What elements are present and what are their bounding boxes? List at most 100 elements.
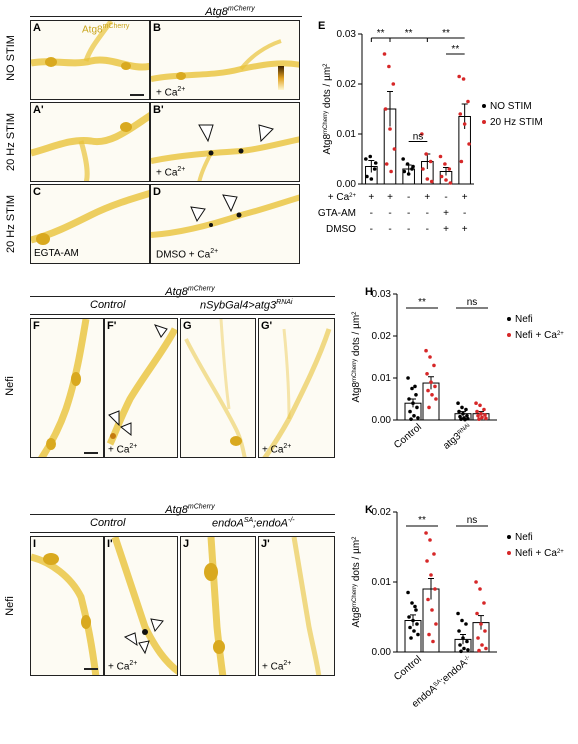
condition-value: + [387,192,393,203]
micrograph-panel-a [30,20,150,100]
data-point [372,167,377,171]
data-point [430,608,434,612]
panel-b-note: + Ca2+ [156,86,186,99]
condition-value: + [462,224,468,235]
data-point [461,411,465,416]
scale-bar-a [130,94,144,96]
data-point [429,179,434,184]
neuron-image-j [204,537,227,675]
y-axis-label-sup: 2 [352,536,358,540]
data-point [420,132,424,136]
data-point [410,601,414,605]
data-point [407,397,411,401]
neuron-image-a-prime [31,112,149,181]
micrograph-panel-f [30,318,104,458]
panel-d-label: D [153,186,161,198]
legend-label-part: Nefi [515,532,533,543]
data-point [463,417,467,422]
row-label-20hz-stim-2: 20 Hz STIM [5,194,17,254]
data-point [444,178,448,182]
neuron-image-i [31,553,100,675]
section1-header-line [30,16,302,17]
data-point [483,629,487,633]
category-label: atg3RNAi [441,422,474,452]
data-point [464,622,468,626]
y-axis-label-sup: 2 [323,63,329,67]
data-point [431,639,435,644]
arrowhead-icon [190,206,206,223]
data-point [428,159,433,164]
micrograph-panel-b [150,20,300,100]
y-tick-label: 0.01 [372,373,392,384]
micrograph-panel-a-prime [30,102,150,182]
section3-row-label: Nefi [4,596,16,616]
legend-label: Nefi + Ca2+ [515,330,564,341]
data-point [480,643,484,647]
data-point [483,413,487,417]
data-point [365,174,369,179]
neuron-image-f [38,319,90,457]
panel-g-prime-note: + Ca2+ [262,443,292,456]
arrowhead-icon [120,422,132,437]
y-axis-label: Atg8mCherry dots / µm2 [322,63,333,155]
arrowhead-icon [150,618,164,633]
condition-row-label-part: + Ca [328,192,350,203]
significance-label: ** [377,28,385,39]
data-point [430,393,434,397]
data-point [413,384,417,389]
data-point [410,386,414,391]
condition-row-label-sup: 2+ [349,193,356,199]
data-point [406,590,410,595]
data-point [424,152,429,156]
condition-value: - [407,224,410,235]
significance-label: ns [467,297,478,308]
panel-b-prime-note: + Ca2+ [156,166,186,179]
section2-group-control: Control [90,299,126,311]
data-point [482,407,486,412]
arrowhead-icon [258,124,274,143]
data-point [409,417,413,421]
category-label-sup: SA [433,679,443,689]
panel-a-inset-title: Atg8mCherry [82,23,130,36]
data-point [428,538,432,542]
data-point [482,601,486,605]
data-point [462,646,466,651]
condition-value: + [424,192,430,203]
data-point [401,157,405,161]
data-point [459,159,464,164]
panel-f-label: F [33,320,40,332]
data-point [428,355,432,359]
data-point [467,142,471,146]
data-point [427,632,431,637]
micrograph-panel-c [30,184,150,264]
panel-a-prime-label: A' [33,104,44,116]
data-point [425,177,430,181]
data-point [465,414,469,418]
section1-header: Atg8mCherry [165,2,295,20]
neuron-image-j-prime [291,537,322,675]
data-point [407,615,411,619]
section3-header-line [30,514,335,515]
data-point [466,99,470,104]
panel-i-prime-label: I' [107,538,113,550]
condition-row-label: DMSO [326,224,356,235]
neuron-image-g [184,319,247,457]
category-label: Control [392,422,424,451]
data-point [458,643,462,647]
section2-header: Atg8mCherry [140,282,240,300]
condition-value: - [370,208,373,219]
legend-label: Nefi + Ca2+ [515,548,564,559]
condition-value: - [426,224,429,235]
data-point [384,162,389,166]
data-point [478,587,482,591]
legend-marker [507,535,511,539]
y-tick-label: 0.02 [372,331,392,342]
category-label-sup: -/- [463,655,471,663]
condition-value: - [388,208,391,219]
y-axis-label-sup: 2 [352,311,358,315]
panel-c-label: C [33,186,41,198]
condition-value: + [443,208,449,219]
arrowhead-icon [222,194,238,213]
data-point [406,172,411,176]
panel-e-label: E [318,20,326,32]
